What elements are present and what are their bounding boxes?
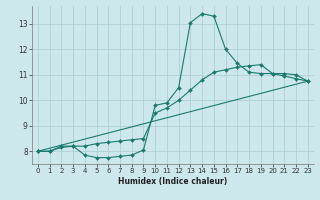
X-axis label: Humidex (Indice chaleur): Humidex (Indice chaleur) bbox=[118, 177, 228, 186]
